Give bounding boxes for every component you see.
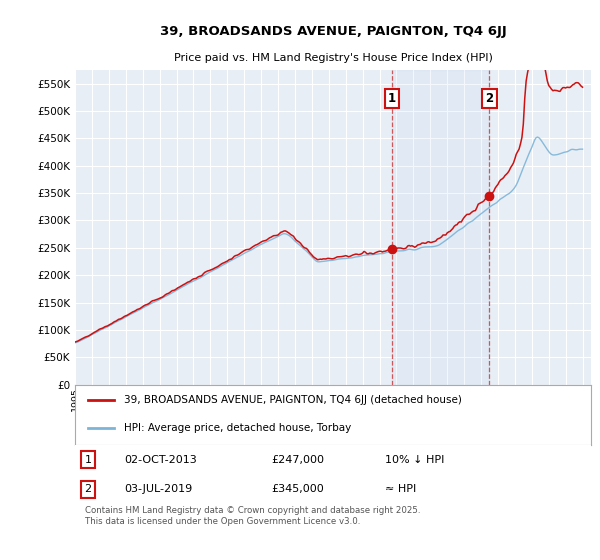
Text: 02-OCT-2013: 02-OCT-2013 <box>124 455 197 464</box>
Text: 39, BROADSANDS AVENUE, PAIGNTON, TQ4 6JJ (detached house): 39, BROADSANDS AVENUE, PAIGNTON, TQ4 6JJ… <box>124 395 462 404</box>
Text: 03-JUL-2019: 03-JUL-2019 <box>124 484 192 494</box>
Text: 10% ↓ HPI: 10% ↓ HPI <box>385 455 444 464</box>
Text: Price paid vs. HM Land Registry's House Price Index (HPI): Price paid vs. HM Land Registry's House … <box>173 53 493 63</box>
Text: HPI: Average price, detached house, Torbay: HPI: Average price, detached house, Torb… <box>124 423 351 433</box>
Text: £247,000: £247,000 <box>271 455 324 464</box>
Text: 1: 1 <box>85 455 91 464</box>
Text: 2: 2 <box>85 484 91 494</box>
Text: ≈ HPI: ≈ HPI <box>385 484 416 494</box>
Text: £345,000: £345,000 <box>271 484 324 494</box>
Bar <box>392 70 490 385</box>
Text: 39, BROADSANDS AVENUE, PAIGNTON, TQ4 6JJ: 39, BROADSANDS AVENUE, PAIGNTON, TQ4 6JJ <box>160 25 506 38</box>
Text: 2: 2 <box>485 92 494 105</box>
Text: Contains HM Land Registry data © Crown copyright and database right 2025.
This d: Contains HM Land Registry data © Crown c… <box>85 506 421 526</box>
Text: 1: 1 <box>388 92 396 105</box>
